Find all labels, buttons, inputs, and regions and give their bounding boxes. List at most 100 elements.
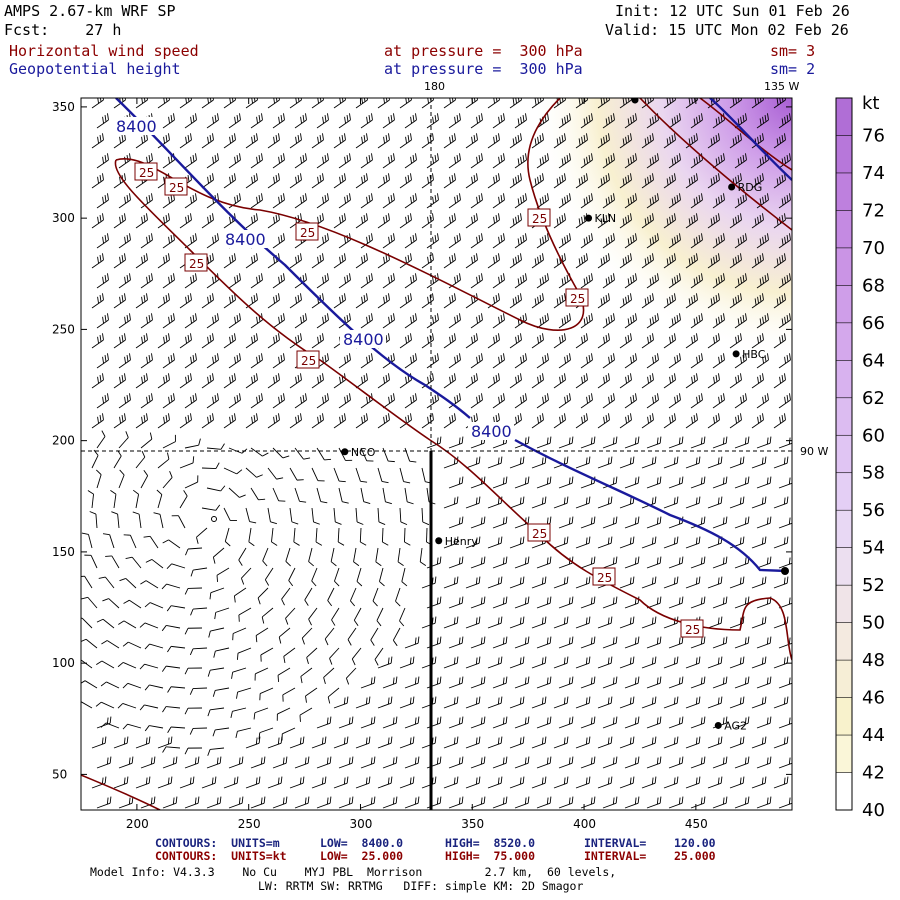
- colorbar-label: 48: [862, 650, 885, 671]
- station-label: HBC: [742, 348, 766, 361]
- colorbar-swatch: [836, 547, 852, 586]
- x-tick-label: 300: [349, 817, 372, 831]
- speed-contour-label: 25: [169, 181, 184, 195]
- field2-title: Geopotential height: [9, 60, 181, 78]
- station-marker: [435, 537, 443, 545]
- colorbar: 76 74 72 70 68 66 64 62 60 58 56 54 52 50 48 46 44 42 40: [835, 97, 885, 821]
- contour1-low: LOW= 8400.0: [320, 836, 404, 850]
- station-marker: [732, 350, 740, 358]
- field2-level: at pressure = 300 hPa: [384, 60, 583, 78]
- height-contours: [115, 98, 792, 573]
- forecast-hour: Fcst: 27 h: [4, 21, 122, 39]
- colorbar-label: 52: [862, 575, 885, 596]
- speed-contour-label: 25: [685, 623, 700, 637]
- station-label: Henry: [445, 535, 479, 548]
- colorbar-label: 54: [862, 538, 885, 559]
- colorbar-label: 70: [862, 238, 885, 259]
- wind-speed-contours: [81, 98, 792, 810]
- station-marker: [728, 183, 736, 191]
- meridian-label-90w: 90 W: [800, 445, 828, 458]
- contour1-high: HIGH= 8520.0: [445, 836, 536, 850]
- wind-barbs: [81, 98, 792, 809]
- station-label: NCO: [351, 446, 376, 459]
- colorbar-label: 60: [862, 425, 885, 446]
- colorbar-label: 76: [862, 125, 885, 146]
- field1-title: Horizontal wind speed: [9, 42, 199, 60]
- y-tick-label: 300: [52, 211, 75, 225]
- colorbar-label: 56: [862, 500, 885, 521]
- y-tick-label: 100: [52, 656, 75, 670]
- height-label: 8400: [225, 230, 266, 249]
- colorbar-swatch: [836, 435, 852, 473]
- station-label: KLN: [595, 212, 617, 225]
- station-marker: [585, 214, 593, 222]
- colorbar-swatch: [836, 622, 852, 661]
- speed-contour-label: 25: [189, 257, 204, 271]
- init-time: Init: 12 UTC Sun 01 Feb 26: [615, 2, 850, 20]
- contour2-high: HIGH= 75.000: [445, 849, 536, 863]
- colorbar-swatch: [836, 247, 852, 286]
- colorbar-label: 66: [862, 313, 885, 334]
- height-label: 8400: [471, 422, 512, 441]
- colorbar-swatch: [836, 772, 852, 810]
- valid-time: Valid: 15 UTC Mon 02 Feb 26: [605, 21, 849, 39]
- meridian-label-135w: 135 W: [764, 80, 799, 93]
- x-tick-label: 400: [573, 817, 596, 831]
- speed-contour-label: 25: [301, 354, 316, 368]
- contour2-low: LOW= 25.000: [320, 849, 404, 863]
- speed-contour-label: 25: [532, 212, 547, 226]
- colorbar-swatch: [836, 660, 852, 698]
- physics-info: LW: RRTM SW: RRTMG DIFF: simple KM: 2D S…: [258, 879, 584, 893]
- contour1-units: CONTOURS: UNITS=m: [155, 836, 280, 850]
- x-tick-label: 200: [126, 817, 149, 831]
- x-tick-label: 350: [461, 817, 484, 831]
- colorbar-label: 62: [862, 388, 885, 409]
- station-label: AG2: [724, 719, 747, 732]
- colorbar-swatch: [836, 735, 852, 773]
- wind-speed-shading: [500, 98, 792, 358]
- colorbar-swatch: [836, 135, 852, 173]
- y-tick-label: 250: [52, 322, 75, 336]
- x-tick-label: 450: [685, 817, 708, 831]
- colorbar-swatch: [836, 585, 852, 623]
- colorbar-swatch: [836, 285, 852, 323]
- y-tick-label: 350: [52, 100, 75, 114]
- colorbar-swatch: [836, 510, 852, 548]
- height-label: 8400: [343, 330, 384, 349]
- station-marker: [714, 721, 722, 729]
- colorbar-label: 68: [862, 275, 885, 296]
- contour2-units: CONTOURS: UNITS=kt: [155, 849, 287, 863]
- colorbar-label: 72: [862, 200, 885, 221]
- colorbar-swatch: [836, 172, 852, 211]
- contour1-interval: INTERVAL= 120.00: [584, 836, 716, 850]
- colorbar-swatch: [836, 472, 852, 511]
- y-tick-label: 50: [52, 767, 67, 781]
- y-tick-label: 200: [52, 434, 75, 448]
- model-info: Model Info: V4.3.3 No Cu MYJ PBL Morriso…: [90, 865, 617, 879]
- colorbar-label: 44: [862, 725, 885, 746]
- colorbar-swatch: [836, 397, 852, 436]
- colorbar-swatch: [836, 210, 852, 248]
- speed-contour-label: 25: [570, 292, 585, 306]
- colorbar-label: 46: [862, 688, 885, 709]
- colorbar-label: 42: [862, 763, 885, 784]
- speed-contour-label: 25: [139, 166, 154, 180]
- colorbar-label: 58: [862, 463, 885, 484]
- station-marker: [341, 448, 349, 456]
- y-tick-label: 150: [52, 545, 75, 559]
- x-tick-label: 250: [238, 817, 261, 831]
- speed-contour-label: 25: [300, 226, 315, 240]
- colorbar-unit: kt: [862, 93, 879, 114]
- colorbar-swatch: [836, 322, 852, 361]
- field2-smoothing: sm= 2: [770, 60, 816, 78]
- meridian-label-180: 180: [424, 80, 445, 93]
- colorbar-label: 50: [862, 613, 885, 634]
- speed-contour-label: 25: [597, 571, 612, 585]
- station-label: RDG: [738, 181, 763, 194]
- speed-contour-label: 25: [532, 527, 547, 541]
- colorbar-swatch: [836, 697, 852, 736]
- height-label: 8400: [116, 117, 157, 136]
- colorbar-label: 74: [862, 163, 885, 184]
- colorbar-swatch: [836, 98, 852, 136]
